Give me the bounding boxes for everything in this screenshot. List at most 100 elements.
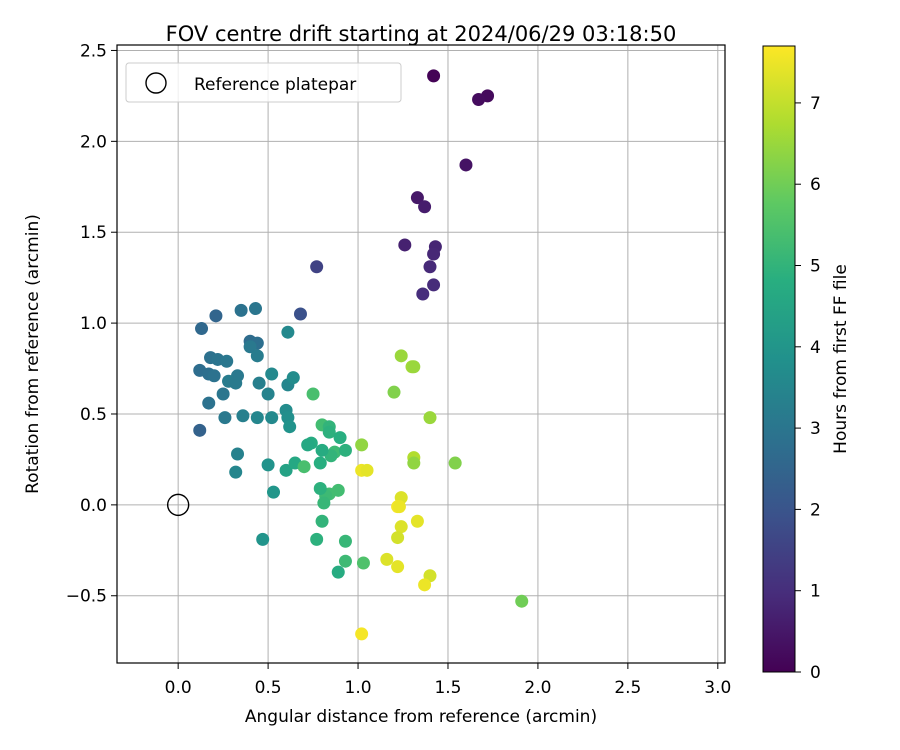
data-point [229, 465, 243, 479]
colorbar-tick-label: 1 [810, 582, 821, 602]
data-point [391, 560, 405, 574]
data-point [407, 360, 421, 374]
colorbar-tick-label: 5 [810, 257, 821, 277]
colorbar-tick-label: 4 [810, 338, 821, 358]
data-point [313, 456, 327, 470]
legend: Reference platepar [125, 62, 402, 103]
legend-box [125, 62, 402, 103]
y-tick-label: 1.0 [80, 314, 107, 334]
x-axis-label: Angular distance from reference (arcmin) [245, 707, 597, 727]
data-point [355, 438, 369, 452]
chart-title: FOV centre drift starting at 2024/06/29 … [166, 22, 677, 46]
y-tick-label: 0.0 [80, 496, 107, 516]
data-point [286, 371, 300, 385]
data-point [338, 554, 352, 568]
data-point [252, 376, 266, 390]
data-point [407, 456, 421, 470]
data-point [315, 443, 329, 457]
x-tick-label: 0.0 [165, 678, 192, 698]
data-point [229, 376, 243, 390]
data-point [317, 496, 331, 510]
data-point [261, 458, 275, 472]
data-point [310, 260, 324, 274]
colorbar-ticks: 0 1 2 3 4 5 6 7 [795, 94, 821, 683]
data-point [394, 520, 408, 534]
x-tick-label: 1.5 [434, 678, 461, 698]
y-tick-label: 1.5 [80, 223, 107, 243]
data-point [306, 387, 320, 401]
data-point [333, 431, 347, 445]
data-point [392, 500, 406, 514]
data-point [193, 423, 207, 437]
colorbar-tick-label: 2 [810, 500, 821, 520]
data-point [418, 578, 432, 592]
x-axis-ticks: 0.0 0.5 1.0 1.5 2.0 2.5 3.0 [165, 663, 731, 698]
data-point [279, 463, 293, 477]
data-point [360, 463, 374, 477]
data-point [195, 322, 209, 336]
data-point [356, 556, 370, 570]
data-point [410, 514, 424, 528]
data-point [427, 247, 441, 261]
data-point [355, 627, 369, 641]
data-point [218, 411, 232, 425]
y-axis-ticks: −0.5 0.0 0.5 1.0 1.5 2.0 2.5 [66, 41, 117, 607]
data-point [448, 456, 462, 470]
data-point [266, 485, 280, 499]
data-point [322, 425, 336, 439]
data-point [234, 303, 248, 317]
data-point [338, 443, 352, 457]
data-point [423, 260, 437, 274]
x-tick-label: 2.5 [614, 678, 641, 698]
data-point [261, 387, 275, 401]
data-point [398, 238, 412, 252]
legend-label: Reference platepar [194, 75, 356, 95]
data-point [250, 349, 264, 363]
x-tick-label: 3.0 [704, 678, 731, 698]
data-point [207, 369, 221, 383]
grid-lines [117, 45, 725, 663]
data-points [193, 69, 529, 641]
data-point [249, 302, 263, 316]
colorbar: 0 1 2 3 4 5 6 7 Hours from first FF file [762, 45, 851, 683]
data-point [313, 482, 327, 496]
plot-frame [116, 44, 726, 664]
data-point [410, 191, 424, 205]
data-point [236, 409, 250, 423]
reference-platepar-marker [166, 493, 190, 517]
y-tick-label: 2.5 [80, 41, 107, 61]
data-point [256, 532, 270, 546]
data-point [391, 531, 405, 545]
data-point [301, 438, 315, 452]
data-point [331, 565, 345, 579]
data-point [459, 158, 473, 172]
data-point [281, 325, 295, 339]
colorbar-tick-label: 3 [810, 419, 821, 439]
data-point [216, 387, 230, 401]
y-tick-label: −0.5 [66, 587, 107, 607]
data-point [250, 411, 264, 425]
data-point [283, 420, 297, 434]
colorbar-label: Hours from first FF file [831, 264, 851, 454]
legend-marker [145, 72, 167, 94]
data-point [418, 200, 432, 214]
reference-marker [166, 493, 190, 517]
data-point [331, 483, 345, 497]
data-point [387, 385, 401, 399]
data-point [338, 534, 352, 548]
data-point [265, 367, 279, 381]
data-point [416, 287, 430, 301]
data-point [231, 447, 245, 461]
data-point [209, 309, 223, 323]
data-point [220, 354, 234, 368]
colorbar-tick-label: 0 [810, 663, 821, 683]
colorbar-tick-label: 6 [810, 175, 821, 195]
data-point [394, 349, 408, 363]
x-tick-label: 0.5 [255, 678, 282, 698]
data-point [243, 340, 257, 354]
data-point [472, 93, 486, 107]
data-point [427, 278, 441, 292]
x-tick-label: 2.0 [524, 678, 551, 698]
data-point [265, 411, 279, 425]
